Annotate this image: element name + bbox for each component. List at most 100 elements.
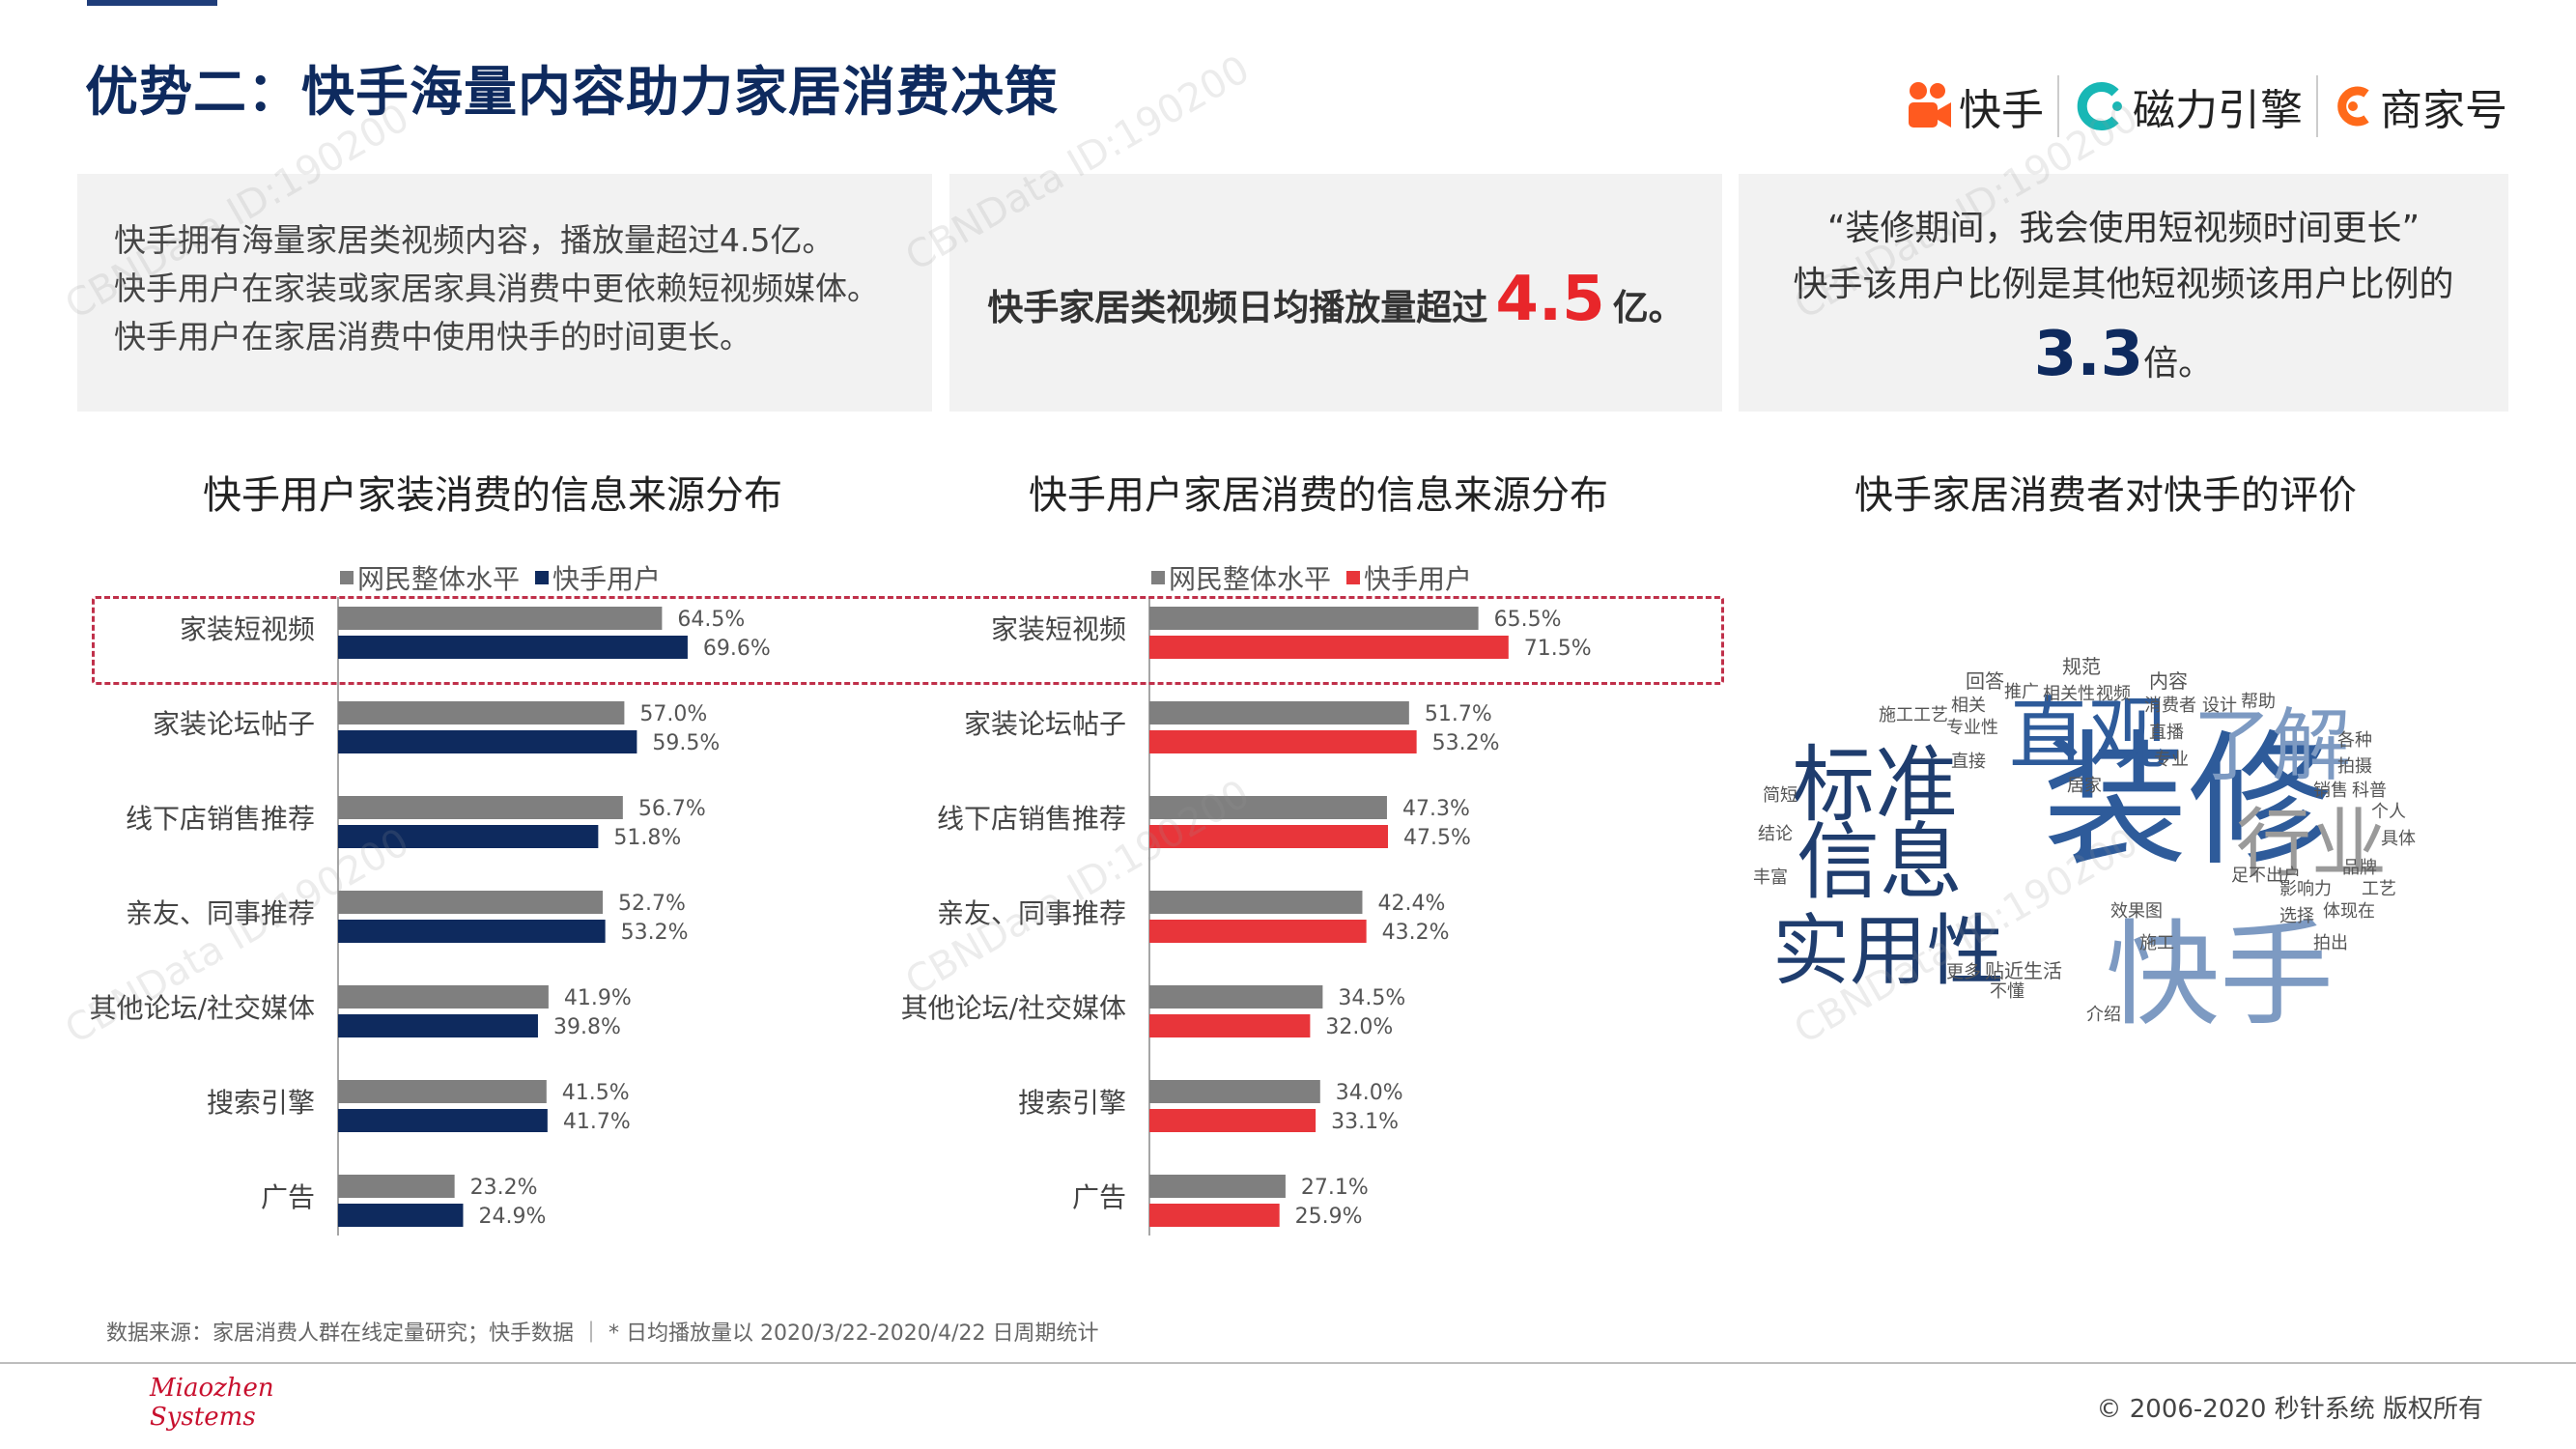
cloud-word: 专业性 xyxy=(1946,718,1998,738)
cloud-word: 直观 xyxy=(2009,689,2168,781)
legend-item-kuaishou: 快手用户 xyxy=(1346,558,1472,597)
summary-card: 快手拥有海量家居类视频内容，播放量超过4.5亿。 快手用户在家装或家居家具消费中… xyxy=(77,174,932,412)
cloud-word: 科普 xyxy=(2352,781,2387,801)
cloud-word: 快手 xyxy=(2106,908,2335,1041)
cloud-word: 拍出 xyxy=(2313,933,2348,953)
cloud-word: 直接 xyxy=(1951,752,1986,772)
cili-engine-logo: 磁力引擎 xyxy=(2057,75,2316,137)
cloud-word: 效果图 xyxy=(2110,901,2163,922)
legend-item-overall: 网民整体水平 xyxy=(340,558,520,597)
bar-kuaishou xyxy=(1149,825,1388,848)
chart1-legend: 网民整体水平 快手用户 xyxy=(340,558,676,597)
footer-divider xyxy=(0,1362,2576,1364)
evaluation-word-cloud: 装修 快手 标准 直观 了解 信息 实用性 行业 规范 回答 推广 相关性 视频 内容 施工工艺 相关 消费者设… xyxy=(1753,628,2449,1072)
cloud-word: 视频 xyxy=(2096,684,2131,704)
cloud-word: 结论 xyxy=(1758,824,1793,844)
legend-swatch-overall xyxy=(1151,571,1165,584)
bar-kuaishou xyxy=(338,636,688,659)
cloud-word: 实用性 xyxy=(1772,906,2004,996)
bar-overall xyxy=(338,1175,455,1198)
bar-overall xyxy=(338,796,623,819)
bar-overall xyxy=(338,607,663,630)
bar-kuaishou xyxy=(338,1204,464,1227)
value-label: 42.4% xyxy=(1377,892,1445,916)
value-label: 34.5% xyxy=(1338,986,1405,1010)
bar-overall xyxy=(338,1080,547,1103)
play-volume-suffix: 亿。 xyxy=(1612,287,1684,328)
bar-overall xyxy=(1149,891,1363,914)
top-accent-bar xyxy=(87,0,217,6)
value-label: 43.2% xyxy=(1382,921,1450,945)
legend-swatch-kuaishou xyxy=(535,571,550,584)
bar-kuaishou xyxy=(338,730,637,753)
cloud-word: 信息 xyxy=(1797,814,1963,911)
value-label: 47.5% xyxy=(1403,826,1471,850)
value-label: 25.9% xyxy=(1295,1205,1363,1229)
cloud-word: 足不出户 xyxy=(2231,866,2301,886)
play-volume-value: 4.5 xyxy=(1495,264,1605,335)
category-label: 其他论坛/社交媒体 xyxy=(90,992,315,1024)
cloud-word: 品牌 xyxy=(2342,858,2377,878)
value-label: 32.0% xyxy=(1325,1015,1393,1039)
cloud-word: 施工 xyxy=(2139,933,2174,953)
cloud-word: 贴近生活 xyxy=(1985,959,2062,982)
value-label: 51.8% xyxy=(613,826,681,850)
kuaishou-logo: 快手 xyxy=(1889,75,2057,137)
usage-ratio-suffix: 倍。 xyxy=(2143,344,2214,384)
value-label: 41.9% xyxy=(564,986,632,1010)
partner-logos: 快手 磁力引擎 商家号 xyxy=(1889,68,2521,145)
cloud-word: 体现在 xyxy=(2323,901,2375,922)
value-label: 57.0% xyxy=(639,702,707,726)
value-label: 47.3% xyxy=(1402,797,1470,821)
cloud-word: 施工工艺 xyxy=(1879,705,1948,725)
value-label: 65.5% xyxy=(1494,608,1562,632)
bar-kuaishou xyxy=(1149,1204,1280,1227)
value-label: 52.7% xyxy=(618,892,686,916)
usage-ratio-card: “装修期间，我会使用短视频时间更长” 快手该用户比例是其他短视频该用户比例的 3… xyxy=(1739,174,2508,412)
cloud-word: 拍摄 xyxy=(2337,756,2372,777)
category-label: 亲友、同事推荐 xyxy=(126,897,315,929)
bar-kuaishou xyxy=(1149,1014,1311,1037)
chart1-title: 快手用户家装消费的信息来源分布 xyxy=(203,473,782,518)
usage-ratio-quote: “装修期间，我会使用短视频时间更长” xyxy=(1826,209,2420,248)
play-volume-card: 快手家居类视频日均播放量超过 4.5 亿。 xyxy=(949,174,1722,412)
legend-label-overall: 网民整体水平 xyxy=(1169,563,1332,595)
category-label: 家装论坛帖子 xyxy=(964,708,1126,740)
cloud-title: 快手家居消费者对快手的评价 xyxy=(1854,473,2357,518)
bar-overall xyxy=(1149,607,1479,630)
legend-swatch-overall xyxy=(340,571,354,584)
category-label: 线下店销售推荐 xyxy=(937,803,1126,835)
cloud-word: 销售 xyxy=(2313,781,2348,801)
copyright: © 2006-2020 秒针系统 版权所有 xyxy=(2096,1395,2483,1424)
legend-item-kuaishou: 快手用户 xyxy=(535,558,661,597)
bar-kuaishou xyxy=(338,920,606,943)
cloud-word: 相关性 xyxy=(2043,684,2095,704)
bar-overall xyxy=(338,891,604,914)
cloud-word: 了解 xyxy=(2193,700,2352,792)
bar-overall xyxy=(1149,1175,1286,1198)
miaozhen-logo: Miaozhen Systems xyxy=(150,1374,274,1432)
cloud-word: 消费者 xyxy=(2144,696,2196,716)
bar-overall xyxy=(1149,1080,1320,1103)
summary-line-1: 快手拥有海量家居类视频内容，播放量超过4.5亿。 xyxy=(114,221,835,259)
legend-label-kuaishou: 快手用户 xyxy=(1364,563,1473,595)
category-label: 其他论坛/社交媒体 xyxy=(901,992,1126,1024)
value-label: 59.5% xyxy=(652,731,720,755)
value-label: 64.5% xyxy=(677,608,745,632)
value-label: 39.8% xyxy=(553,1015,621,1039)
cloud-word: 推广 xyxy=(2004,682,2039,702)
cloud-word: 装修 xyxy=(2043,718,2334,886)
usage-ratio-figure: 3.3倍。 xyxy=(1739,319,2508,390)
value-label: 51.7% xyxy=(1425,702,1492,726)
chart2-title: 快手用户家居消费的信息来源分布 xyxy=(1029,473,1608,518)
bar-kuaishou xyxy=(1149,636,1509,659)
usage-ratio-line: 快手该用户比例是其他短视频该用户比例的 xyxy=(1793,265,2454,304)
home-decor-source-chart: 家装短视频 64.5% 69.6% 家装论坛帖子 57.0% 59.5% 线下店销售推荐 56… xyxy=(90,597,771,1236)
cloud-word: 设计 xyxy=(2202,696,2237,716)
category-label: 家装论坛帖子 xyxy=(153,708,315,740)
category-label: 搜索引擎 xyxy=(207,1087,315,1119)
chart2-legend: 网民整体水平 快手用户 xyxy=(1151,558,1487,597)
miaozhen-logo-line1: Miaozhen xyxy=(150,1374,274,1403)
cloud-word: 标准 xyxy=(1792,737,1958,834)
cloud-word: 影响力 xyxy=(2279,879,2332,899)
